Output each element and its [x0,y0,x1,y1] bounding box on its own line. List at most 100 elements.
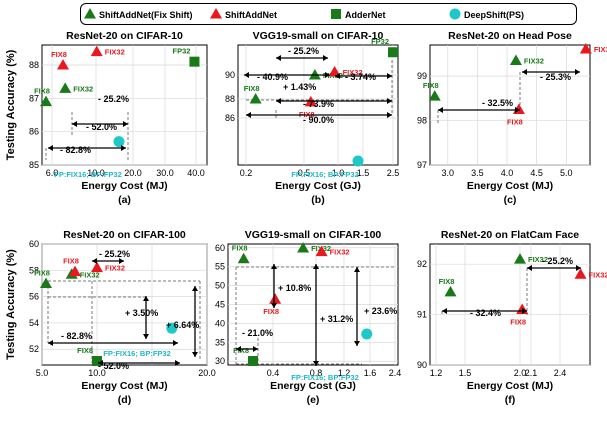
legend-label-3: DeepShift(PS) [464,10,524,20]
panel-b-annotation-6: FP:FIX16; BP:FP32 [291,170,359,179]
panel-a-point-label-1: FIX32 [73,84,93,93]
panel-b-point-0 [249,93,262,104]
panel-e-arrow-0-head [271,264,277,269]
panel-a-annotation-1: - 52.0% [86,122,117,132]
panel-c-tick-y: 97 [417,160,427,170]
panel-b-arrow-5-head [387,112,392,118]
panel-a-point-0 [40,95,52,107]
panel-e-arrow-2-head [354,267,360,272]
panel-a-tick-x: 10.0 [87,168,105,178]
panel-b-arrow-3-head [387,73,392,79]
panel-e-tick-x: 0.4 [267,368,280,378]
panel-d-arrow-0-head [92,258,97,264]
panel-f-arrow-1-head [522,308,527,314]
panel-b-arrow-5-head [246,112,251,118]
panel-d-arrow-1-head [143,334,149,339]
panel-a-tick-x: 40.0 [187,168,205,178]
panel-d-point-label-1: FIX32 [80,270,100,279]
panel-e-point-1 [297,242,310,253]
legend-label-2: AdderNet [345,10,386,20]
panel-e-arrow-3-head [253,346,258,352]
panel-d-point-0 [40,277,52,288]
panel-c-panel-label: (c) [504,194,517,206]
panel-d-panel-label: (d) [118,394,131,406]
panel-c-point-label-2: FIX8 [507,117,523,126]
panel-e-tick-y: 45 [215,300,225,310]
panel-a-point-label-4: FP32 [173,47,191,56]
panel-d-arrow-2-head [192,352,198,357]
panel-f-panel-label: (f) [505,394,516,406]
panel-b-annotation-0: - 25.2% [288,46,319,56]
panel-a-arrow-2-head [48,145,53,151]
panel-e-title: VGG19-small on CIFAR-100 [245,229,382,241]
panel-d-arrow-4-head [98,360,103,366]
panel-c-point-0 [428,90,441,101]
panel-e-arrow-1-head [313,264,319,269]
legend-marker-1 [210,8,222,19]
panel-c-tick-y: 98 [417,116,427,126]
panel-d-arrow-3-head [48,340,53,346]
panel-e-point-0 [237,252,250,264]
panel-a-tick-x: 20.0 [124,168,142,178]
panel-b-point-1 [308,69,321,80]
panel-e-point-4 [248,356,258,366]
panel-f-point-label-0: FIX8 [439,277,455,286]
panel-e-xlabel: Energy Cost (GJ) [270,380,356,392]
panel-d-point-3 [91,261,103,273]
panel-f-point-label-3: FIX32 [589,270,607,279]
panel-e-tick-x: 1.6 [364,368,377,378]
panel-f-tick-x: 2.1 [525,368,538,378]
panel-b-arrow-4-head [387,98,392,104]
panel-e-tick-y: 40 [215,318,225,328]
panel-d-arrow-0-head [119,258,124,264]
panel-f-point-label-1: FIX32 [528,255,548,264]
panel-a-tick-y: 88 [29,60,39,70]
panel-e-point-5 [361,328,373,340]
panel-c-tick-y: 99 [417,71,427,81]
panel-b-arrow-4-head [276,98,281,104]
legend-marker-2 [331,9,341,19]
panel-a-annotation-3: FP:FIX16; BP:FP32 [54,170,122,179]
panel-d-tick-y: 56 [29,292,39,302]
panel-f-arrow-1-head [442,308,447,314]
panel-b-annotation-5: - 90.0% [303,115,334,125]
panel-c-point-1 [509,54,522,66]
panel-f-point-0 [444,285,457,297]
panel-d-tick-x: 20.0 [198,368,216,378]
panel-a-tick-y: 85 [29,160,39,170]
panel-a-point-2 [57,59,69,70]
panel-b-arrow-3-head [335,73,340,79]
panel-b-tick-x: 2.5 [387,168,400,178]
panel-b-point-label-0: FIX8 [244,84,260,93]
panel-a-point-label-2: FIX8 [51,50,67,59]
panel-b-point-4 [388,47,398,58]
panel-e-annotation-3: - 21.0% [242,328,273,338]
panel-d-annotation-5: FP:FIX16; BP:FP32 [103,349,171,358]
panel-d-point-5 [166,322,178,334]
panel-b-arrow-1-head [244,72,249,78]
panel-c-arrow-0-head [438,107,443,113]
panel-c-arrow-1-head [522,69,527,75]
panel-e-arrow-1-head [313,361,319,366]
panel-b-frame [237,44,399,166]
panel-f-arrow-0-head [527,265,532,271]
panel-c-point-label-0: FIX8 [423,81,439,90]
panel-b-point-label-3: FIX32 [343,68,363,77]
panel-d-arrow-1-head [143,296,149,301]
panel-c-point-3 [579,43,592,54]
panel-e-arrow-0-head [271,303,277,308]
panel-b-point-5 [352,155,364,167]
panel-c-arrow-0-head [515,107,520,113]
panel-b-point-label-4: FP32 [371,37,389,46]
panel-e-panel-label: (e) [307,394,320,406]
panel-b-tick-x: 0.2 [240,168,253,178]
panel-a-point-1 [59,82,72,93]
legend-marker-3 [449,8,461,20]
panel-d-annotation-3: - 82.8% [61,331,92,341]
panel-e-tick-x: 1.2 [338,368,351,378]
panel-e-point-label-0: FIX8 [232,244,248,253]
panel-d-arrow-3-head [173,340,178,346]
panel-b-xlabel: Energy Cost (GJ) [275,180,361,192]
panel-d-arrow-4-head [175,360,180,366]
panel-c-tick-x: 4.0 [501,168,514,178]
